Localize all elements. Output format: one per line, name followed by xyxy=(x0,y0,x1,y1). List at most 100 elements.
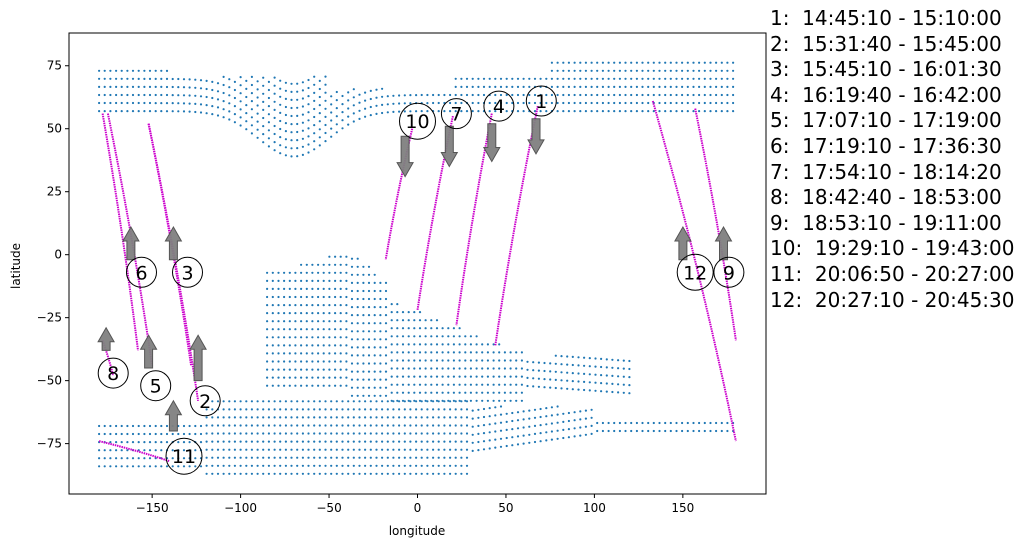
coverage-dot xyxy=(341,400,344,403)
coverage-dot xyxy=(516,110,520,113)
coverage-dot xyxy=(296,122,299,126)
coverage-dot xyxy=(250,416,253,419)
coverage-dot xyxy=(339,344,342,347)
coverage-dot xyxy=(98,85,101,88)
coverage-dot xyxy=(334,279,337,282)
coverage-dot xyxy=(341,440,344,443)
coverage-dot xyxy=(528,441,531,444)
coverage-dot xyxy=(413,351,416,354)
coverage-dot xyxy=(375,440,378,443)
coverage-dot xyxy=(539,77,542,80)
coverage-dot xyxy=(449,408,452,411)
coverage-dot xyxy=(267,424,270,427)
coverage-dot xyxy=(396,319,399,322)
coverage-dot xyxy=(686,421,689,425)
coverage-dot xyxy=(492,359,495,362)
coverage-dot xyxy=(233,464,236,467)
coverage-dot xyxy=(720,110,723,113)
coverage-dot xyxy=(415,424,418,427)
coverage-dot xyxy=(403,472,406,475)
coverage-dot xyxy=(486,391,489,394)
coverage-dot xyxy=(577,372,580,375)
coverage-dot xyxy=(256,424,259,427)
coverage-dot xyxy=(584,93,588,97)
coverage-dot xyxy=(579,101,582,105)
coverage-dot xyxy=(335,464,338,467)
coverage-dot xyxy=(658,69,661,72)
coverage-dot xyxy=(588,365,591,368)
coverage-dot xyxy=(482,448,486,451)
track-label-circle-10 xyxy=(399,102,436,140)
coverage-dot xyxy=(194,94,197,97)
coverage-dot xyxy=(709,61,712,64)
coverage-dot xyxy=(652,85,655,88)
coverage-dot xyxy=(452,383,455,386)
coverage-dot xyxy=(630,110,633,113)
coverage-dot xyxy=(160,110,163,113)
coverage-dot xyxy=(403,408,406,411)
coverage-dot xyxy=(488,415,491,418)
coverage-dot xyxy=(305,360,308,363)
coverage-dot xyxy=(618,429,622,433)
coverage-dot xyxy=(605,358,608,361)
coverage-dot xyxy=(720,101,723,105)
coverage-dot xyxy=(109,441,112,444)
coverage-dot xyxy=(307,400,310,403)
coverage-dot xyxy=(628,367,631,371)
coverage-dot xyxy=(362,386,365,389)
coverage-dot xyxy=(652,69,655,72)
coverage-dot xyxy=(296,448,299,451)
coverage-dot xyxy=(154,441,157,444)
coverage-dot xyxy=(362,297,365,301)
coverage-dot xyxy=(301,145,304,148)
coverage-dot xyxy=(590,77,593,80)
coverage-dot xyxy=(686,85,689,88)
coverage-dot xyxy=(681,69,684,72)
coverage-dot xyxy=(317,384,320,387)
coverage-dot xyxy=(426,456,429,459)
coverage-dot xyxy=(398,408,401,411)
coverage-dot xyxy=(630,429,633,433)
coverage-dot xyxy=(352,408,355,411)
coverage-dot xyxy=(288,304,291,307)
coverage-dot xyxy=(245,432,248,435)
coverage-dot xyxy=(352,432,355,435)
coverage-dot xyxy=(698,93,701,97)
coverage-dot xyxy=(441,399,444,402)
coverage-dot xyxy=(283,271,286,274)
coverage-dot xyxy=(271,279,274,282)
coverage-dot xyxy=(356,338,359,341)
coverage-dot xyxy=(279,87,282,90)
coverage-dot xyxy=(317,336,320,339)
coverage-dot xyxy=(420,440,423,443)
coverage-dot xyxy=(307,127,310,130)
coverage-dot xyxy=(165,441,169,444)
coverage-dot xyxy=(494,93,497,97)
coverage-dot xyxy=(618,77,622,80)
coverage-dot xyxy=(452,375,455,378)
coverage-dot xyxy=(228,472,231,475)
coverage-dot xyxy=(317,320,320,323)
coverage-dot xyxy=(437,110,440,113)
coverage-dot xyxy=(301,137,304,140)
coverage-dot xyxy=(509,391,512,394)
coverage-dot xyxy=(283,368,286,371)
coverage-dot xyxy=(384,314,388,317)
coverage-dot xyxy=(590,85,593,88)
track-label-7: 7 xyxy=(450,104,462,126)
coverage-dot xyxy=(266,352,269,355)
coverage-dot xyxy=(364,416,367,419)
coverage-dot xyxy=(617,391,620,394)
track-label-4: 4 xyxy=(493,96,505,118)
coverage-dot xyxy=(516,85,520,88)
coverage-dot xyxy=(664,421,667,425)
coverage-dot xyxy=(652,77,655,80)
coverage-dot xyxy=(347,464,350,467)
coverage-dot xyxy=(477,77,480,80)
coverage-dot xyxy=(554,362,557,365)
coverage-dot xyxy=(579,410,582,413)
coverage-dot xyxy=(277,271,280,274)
coverage-dot xyxy=(199,103,203,106)
coverage-dot xyxy=(205,432,208,435)
coverage-dot xyxy=(341,94,344,98)
